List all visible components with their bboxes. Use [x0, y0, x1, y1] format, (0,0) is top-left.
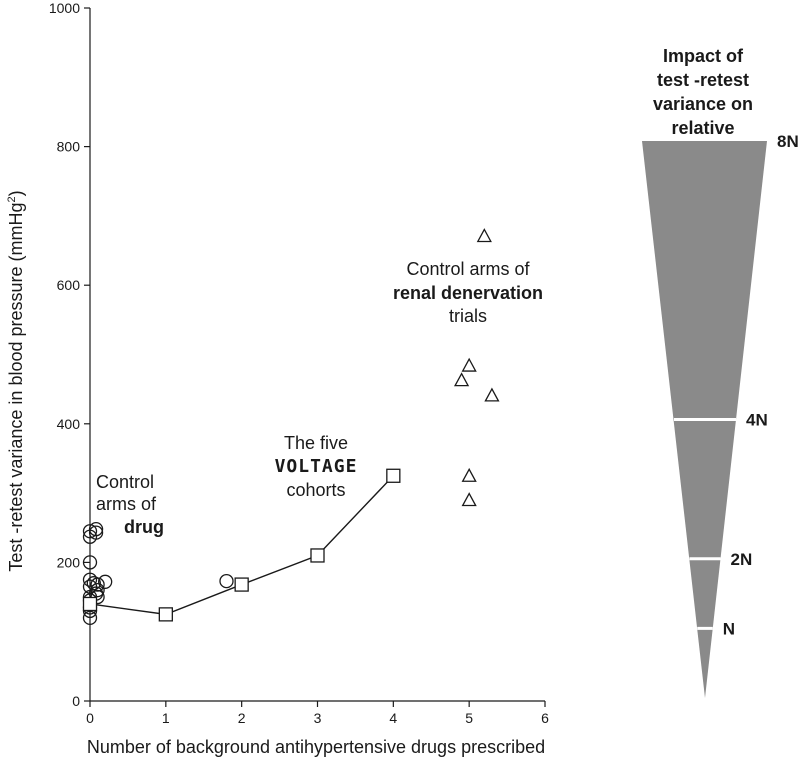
x-tick-label: 3 [314, 710, 322, 726]
y-tick-label: 800 [57, 139, 81, 155]
annotation-renal-line3: trials [449, 306, 487, 326]
wedge-levels: 8N 4N 2N N [674, 132, 799, 638]
voltage-cohort-point [310, 548, 325, 563]
renal-denervation-point [453, 372, 470, 387]
annotation-voltage-line2: VOLTAGE [275, 456, 358, 477]
plot-axes [89, 8, 545, 702]
renal-denervation-point [461, 357, 477, 372]
annotation-renal-line1: Control arms of [406, 259, 530, 279]
x-ticks: 0 1 2 3 4 5 6 [86, 701, 549, 726]
drug-control-point [82, 610, 98, 625]
x-tick-label: 5 [465, 710, 473, 726]
voltage-cohort-point [234, 577, 249, 592]
wedge-graphic: Impact of test -retest variance on relat… [642, 46, 799, 698]
annotation-drug-line3: drug [124, 517, 164, 537]
y-tick-label: 400 [57, 416, 81, 432]
wedge-title-line2: test -retest [657, 70, 749, 90]
wedge-title-line3: variance on [653, 94, 753, 114]
annotation-renal: Control arms of renal denervation trials [393, 259, 543, 326]
wedge-level-label: N [723, 619, 735, 638]
x-tick-label: 4 [389, 710, 397, 726]
y-tick-label: 0 [72, 693, 80, 709]
wedge-level-label: 2N [731, 550, 753, 569]
annotation-voltage-line1: The five [284, 433, 348, 453]
drug-control-point [82, 524, 98, 539]
voltage-cohort-point [386, 468, 401, 483]
wedge-title-line1: Impact of [663, 46, 744, 66]
renal-denervation-point [461, 492, 477, 507]
renal-denervation-point [484, 387, 500, 402]
drug-control-point [88, 525, 104, 540]
voltage-cohort-point [82, 596, 98, 612]
renal-denervation-point [476, 228, 492, 243]
wedge-title-line4: relative [671, 118, 734, 138]
y-tick-label: 200 [57, 554, 81, 570]
y-axis-label: Test -retest variance in blood pressure … [6, 190, 26, 571]
wedge-level-label: 4N [746, 411, 768, 430]
data-marks [82, 228, 500, 625]
x-tick-label: 6 [541, 710, 549, 726]
renal-denervation-point [461, 467, 477, 482]
x-axis-label: Number of background antihypertensive dr… [87, 737, 545, 757]
drug-control-point [82, 572, 98, 587]
drug-control-point [219, 573, 234, 589]
annotation-renal-line2: renal denervation [393, 283, 543, 303]
y-axis-label-close: ) [6, 190, 26, 196]
voltage-cohort-point [158, 607, 173, 622]
wedge-level-label: 8N [777, 132, 799, 151]
annotation-drug: Control arms of drug [96, 472, 164, 537]
y-tick-label: 1000 [49, 0, 80, 16]
annotation-drug-line1: Control [96, 472, 154, 492]
y-axis-label-superscript: 2 [6, 196, 18, 202]
x-tick-label: 2 [238, 710, 246, 726]
y-axis-label-main: Test -retest variance in blood pressure … [6, 202, 26, 571]
x-tick-label: 0 [86, 710, 94, 726]
drug-control-point [98, 574, 113, 589]
annotation-voltage-line3: cohorts [286, 480, 345, 500]
y-ticks: 0 200 400 600 800 1000 [49, 0, 90, 709]
x-tick-label: 1 [162, 710, 170, 726]
drug-control-point [82, 555, 98, 570]
y-tick-label: 600 [57, 277, 81, 293]
annotation-voltage: The five VOLTAGE cohorts [275, 433, 358, 500]
annotation-drug-line2: arms of [96, 494, 157, 514]
